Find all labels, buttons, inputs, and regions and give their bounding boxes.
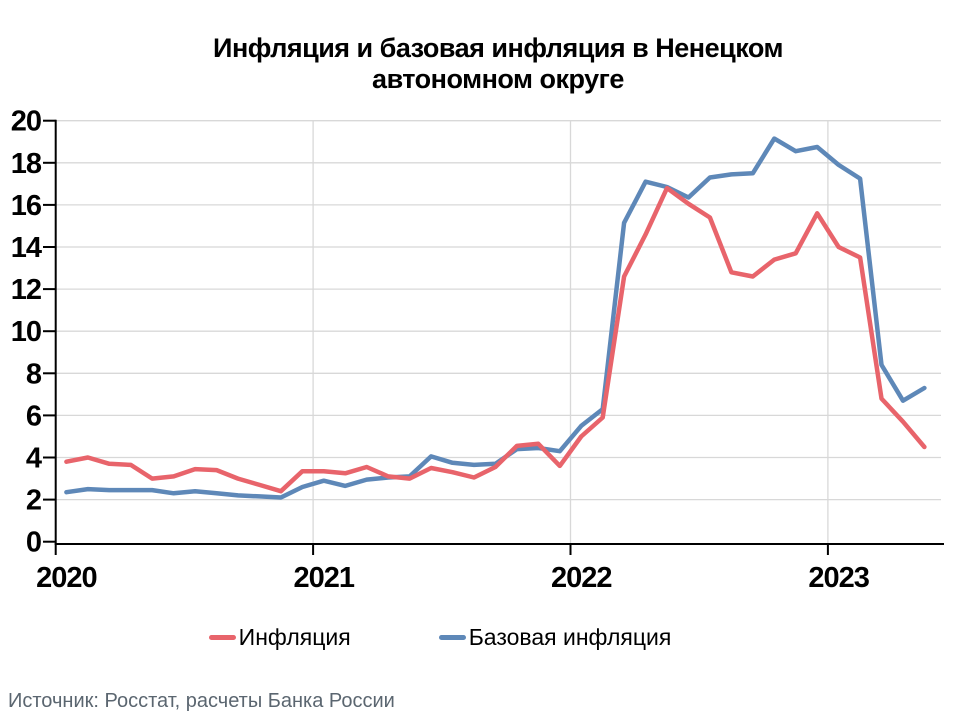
svg-text:18: 18 [11, 148, 42, 180]
svg-text:12: 12 [11, 274, 41, 306]
legend-item-inflation: Инфляция [208, 623, 351, 651]
legend-label-inflation: Инфляция [238, 623, 351, 650]
chart-legend: Инфляция Базовая инфляция [0, 618, 960, 656]
svg-text:2020: 2020 [36, 562, 97, 594]
svg-text:2021: 2021 [294, 562, 355, 594]
chart-title-line1: Инфляция и базовая инфляция в Ненецком [213, 33, 783, 63]
legend-item-core-inflation: Базовая инфляция [438, 623, 672, 651]
svg-text:8: 8 [26, 358, 42, 390]
svg-text:10: 10 [11, 316, 41, 348]
svg-text:14: 14 [11, 232, 42, 264]
svg-text:2023: 2023 [808, 562, 869, 594]
svg-text:20: 20 [11, 106, 41, 138]
svg-text:4: 4 [26, 443, 42, 475]
source-note: Источник: Росстат, расчеты Банка России [8, 690, 395, 712]
legend-label-core-inflation: Базовая инфляция [468, 623, 672, 650]
svg-text:2022: 2022 [551, 562, 612, 594]
svg-text:6: 6 [26, 400, 42, 432]
svg-text:0: 0 [26, 527, 41, 559]
chart-title-line2: автономном округе [372, 64, 624, 94]
core-inflation-line-swatch-icon [438, 634, 466, 640]
svg-text:16: 16 [11, 190, 42, 222]
svg-text:2: 2 [26, 485, 41, 517]
inflation-line-swatch-icon [208, 634, 236, 640]
chart-title: Инфляция и базовая инфляция в Ненецком а… [36, 33, 960, 95]
